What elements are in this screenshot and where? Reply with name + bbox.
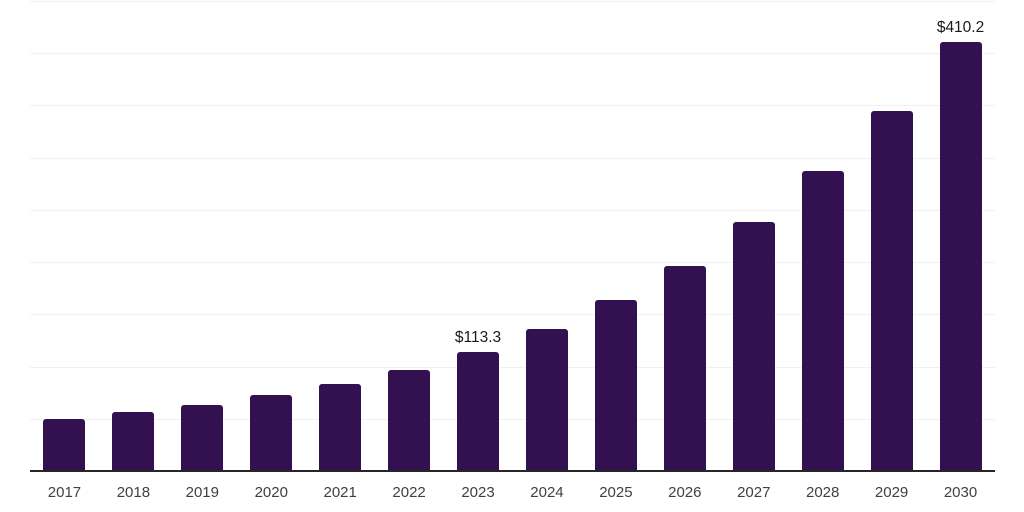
bar-2029 — [870, 111, 913, 470]
value-label-2023: $113.3 — [454, 329, 502, 346]
gridline-300 — [30, 157, 995, 159]
bar-2026 — [663, 266, 706, 470]
x-axis-line — [30, 469, 995, 472]
x-tick-2019: 2019 — [185, 484, 219, 501]
x-tick-2030: 2030 — [943, 484, 978, 501]
x-tick-2023: 2023 — [461, 484, 495, 501]
bar-2019 — [181, 405, 224, 470]
bar-2025 — [594, 300, 637, 470]
bar-2023 — [457, 352, 500, 470]
gridline-100 — [30, 366, 995, 368]
x-tick-2027: 2027 — [737, 484, 771, 501]
x-tick-2022: 2022 — [392, 484, 426, 501]
bar-2028 — [801, 171, 844, 470]
x-tick-2020: 2020 — [254, 484, 288, 501]
gridline-350 — [30, 105, 995, 107]
gridline-150 — [30, 314, 995, 316]
bar-2030 — [939, 42, 982, 470]
x-tick-2029: 2029 — [874, 484, 909, 501]
gridline-200 — [30, 262, 995, 264]
bar-2017 — [43, 419, 86, 470]
bar-2022 — [388, 370, 431, 470]
bar-2021 — [319, 384, 362, 470]
gridline-400 — [30, 53, 995, 55]
x-tick-2025: 2025 — [599, 484, 633, 501]
gridline-50 — [30, 418, 995, 420]
x-tick-2024: 2024 — [530, 484, 564, 501]
x-tick-2017: 2017 — [47, 484, 82, 501]
value-label-2030: $410.2 — [936, 19, 985, 36]
x-tick-2021: 2021 — [323, 484, 357, 501]
bar-2024 — [525, 329, 568, 470]
x-tick-2028: 2028 — [805, 484, 840, 501]
bar-2027 — [732, 222, 775, 470]
gridline-450 — [30, 0, 995, 2]
bar-2020 — [250, 395, 293, 470]
bar-2018 — [112, 412, 155, 470]
gridline-250 — [30, 209, 995, 211]
x-tick-2018: 2018 — [116, 484, 151, 501]
x-tick-2026: 2026 — [668, 484, 702, 501]
